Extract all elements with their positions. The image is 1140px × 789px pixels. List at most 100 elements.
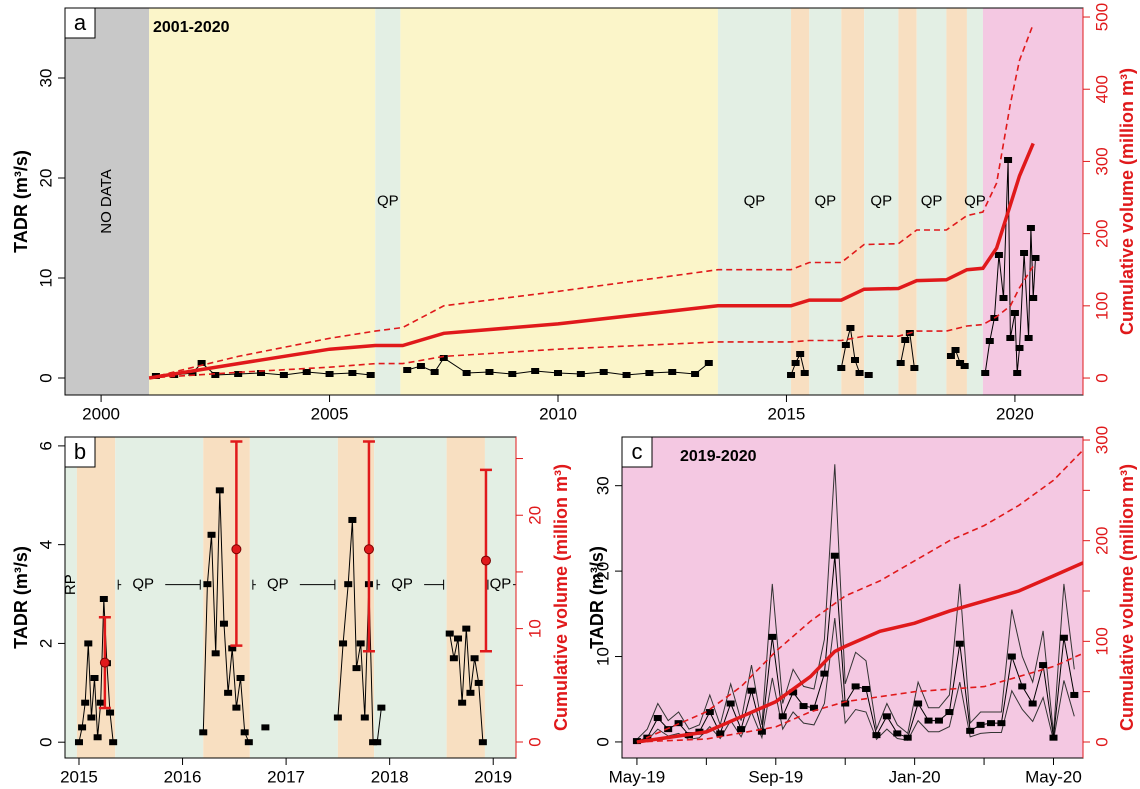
tadr-point <box>325 371 334 377</box>
period-label: QP <box>744 192 766 209</box>
tadr-point <box>485 369 494 375</box>
period-band <box>982 8 1083 395</box>
x-tick-label: 2015 <box>60 767 98 786</box>
tadr-point <box>508 371 517 377</box>
tadr-point <box>369 739 378 746</box>
panel-letter-box <box>621 436 653 468</box>
tadr-point <box>704 360 713 366</box>
y2-tick-label: 200 <box>1092 526 1111 554</box>
tadr-point <box>1007 653 1016 660</box>
tadr-point <box>787 372 796 378</box>
x-tick-label: May-19 <box>609 767 666 786</box>
period-band <box>446 437 485 758</box>
panel-letter: c <box>632 439 643 464</box>
y2-tick-label: 300 <box>1092 426 1111 454</box>
tadr-point <box>576 371 585 377</box>
period-label: QP <box>391 576 413 593</box>
x-tick-label: 2018 <box>371 767 409 786</box>
tadr-point <box>862 685 871 692</box>
tadr-point <box>599 369 608 375</box>
volume-line <box>636 561 1083 744</box>
tadr-point <box>74 739 83 746</box>
tadr-line <box>78 490 484 743</box>
tadr-point <box>830 552 839 559</box>
panel-letter: a <box>74 10 87 35</box>
period-band <box>484 437 516 758</box>
x-tick-label: 2000 <box>82 404 120 423</box>
tadr-point <box>809 704 818 711</box>
tadr-point <box>901 337 910 343</box>
y-tick-label: 4 <box>36 540 55 549</box>
tadr-point <box>236 674 245 681</box>
tadr-point <box>893 730 902 737</box>
period-band <box>249 437 338 758</box>
period-band <box>966 8 983 395</box>
tadr-point <box>1024 335 1033 341</box>
tadr-point <box>93 734 102 741</box>
tadr-point <box>348 516 357 523</box>
y-tick-label: 10 <box>36 269 55 288</box>
tadr-point <box>841 342 850 348</box>
y-tick-label: 2 <box>36 639 55 648</box>
tadr-point <box>855 370 864 376</box>
tadr-point <box>1006 335 1015 341</box>
tadr-point <box>373 739 382 746</box>
y-axis-title: TADR (m³/s) <box>11 150 31 253</box>
tadr-point <box>791 360 800 366</box>
y2-tick-label: 20 <box>525 506 544 525</box>
tadr-point <box>197 360 206 366</box>
tadr-point <box>800 370 809 376</box>
tadr-point <box>430 369 439 375</box>
tadr-point <box>716 730 725 737</box>
x-tick-label: May-20 <box>1025 767 1082 786</box>
tadr-point <box>466 689 475 696</box>
y-tick-label: 6 <box>36 441 55 450</box>
y2-tick-label: 0 <box>1092 737 1111 746</box>
tadr-point <box>78 724 87 731</box>
y-tick-label: 0 <box>36 373 55 382</box>
tadr-point <box>211 372 220 378</box>
tadr-point <box>96 699 105 706</box>
tadr-point <box>820 670 829 677</box>
volume-point <box>480 555 491 566</box>
period-label: QP <box>921 192 943 209</box>
y2-tick-label: 100 <box>1092 292 1111 320</box>
tadr-point <box>896 360 905 366</box>
period-band <box>791 8 810 395</box>
tadr-bound <box>636 464 1075 740</box>
tadr-point <box>333 714 342 721</box>
tadr-point <box>458 699 467 706</box>
period-label: QP <box>870 192 892 209</box>
tadr-point <box>903 734 912 741</box>
tadr-point <box>960 363 969 369</box>
tadr-point <box>261 724 270 731</box>
tadr-point <box>1070 691 1079 698</box>
tadr-point <box>474 679 483 686</box>
tadr-point <box>554 370 563 376</box>
tadr-point <box>462 370 471 376</box>
y-tick-label: 0 <box>593 737 612 746</box>
period-band <box>809 8 842 395</box>
tadr-point <box>207 531 216 538</box>
tadr-point <box>1010 310 1019 316</box>
x-tick-label: Sep-19 <box>748 767 803 786</box>
period-label: QP <box>377 192 399 209</box>
tadr-point <box>377 704 386 711</box>
tadr-point <box>203 581 212 588</box>
panel-subtitle: 2019-2020 <box>680 448 757 465</box>
tadr-point <box>81 699 90 706</box>
tadr-point <box>360 714 369 721</box>
period-band <box>400 8 718 395</box>
tadr-point <box>691 371 700 377</box>
plot-area: RP QP QP QP QP <box>65 437 516 758</box>
tadr-point <box>244 739 253 746</box>
period-label: QP <box>814 192 836 209</box>
period-label: QP <box>490 576 512 593</box>
y-tick-label: 30 <box>593 476 612 495</box>
tadr-point <box>188 370 197 376</box>
y-tick-label: 0 <box>36 737 55 746</box>
tadr-point <box>219 620 228 627</box>
y2-tick-label: 500 <box>1092 3 1111 31</box>
period-band <box>622 437 1083 758</box>
